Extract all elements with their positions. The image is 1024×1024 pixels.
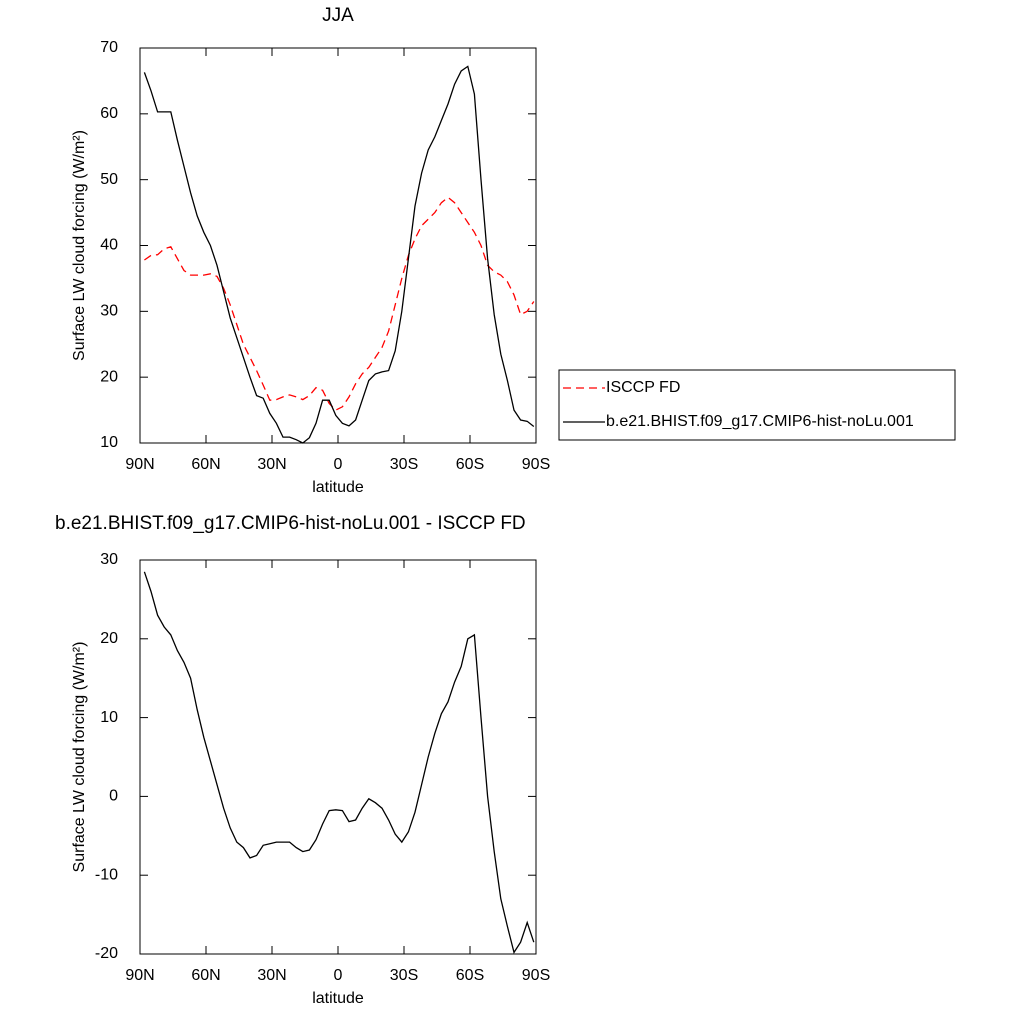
- x-axis-label: latitude: [312, 990, 364, 1007]
- chart-title: b.e21.BHIST.f09_g17.CMIP6-hist-noLu.001 …: [55, 513, 526, 534]
- y-tick-label: 50: [100, 171, 118, 188]
- x-tick-label: 60N: [191, 456, 220, 473]
- y-tick-label: 70: [100, 39, 118, 56]
- legend-box: [558, 369, 956, 441]
- x-tick-label: 0: [334, 456, 343, 473]
- y-tick-label: 40: [100, 237, 118, 254]
- x-tick-label: 30N: [257, 456, 286, 473]
- plot-frame: [139, 47, 537, 444]
- data-line: [144, 196, 535, 411]
- x-tick-label: 60S: [456, 456, 484, 473]
- x-tick-label: 90S: [522, 456, 550, 473]
- y-tick-label: 30: [100, 303, 118, 320]
- y-tick-label: 10: [100, 434, 118, 451]
- legend-label: b.e21.BHIST.f09_g17.CMIP6-hist-noLu.001: [606, 413, 914, 430]
- y-tick-label: 20: [100, 368, 118, 385]
- chart-title: JJA: [322, 5, 354, 26]
- legend-label: ISCCP FD: [606, 379, 680, 396]
- x-tick-label: 90S: [522, 967, 550, 984]
- x-tick-label: 30N: [257, 967, 286, 984]
- plot-frame: [139, 559, 537, 955]
- y-tick-label: 0: [109, 788, 118, 805]
- x-tick-label: 30S: [390, 967, 418, 984]
- data-line: [143, 571, 535, 955]
- x-axis-label: latitude: [312, 479, 364, 496]
- y-axis-label: Surface LW cloud forcing (W/m²): [71, 642, 88, 873]
- x-tick-label: 30S: [390, 456, 418, 473]
- y-tick-label: 10: [100, 709, 118, 726]
- x-tick-label: 90N: [125, 967, 154, 984]
- data-line: [143, 65, 535, 444]
- y-tick-label: 60: [100, 105, 118, 122]
- y-axis-label: Surface LW cloud forcing (W/m²): [71, 130, 88, 361]
- x-tick-label: 0: [334, 967, 343, 984]
- x-tick-label: 90N: [125, 456, 154, 473]
- y-tick-label: -20: [95, 945, 118, 962]
- x-tick-label: 60S: [456, 967, 484, 984]
- x-tick-label: 60N: [191, 967, 220, 984]
- y-tick-label: -10: [95, 866, 118, 883]
- y-tick-label: 20: [100, 630, 118, 647]
- y-tick-label: 30: [100, 551, 118, 568]
